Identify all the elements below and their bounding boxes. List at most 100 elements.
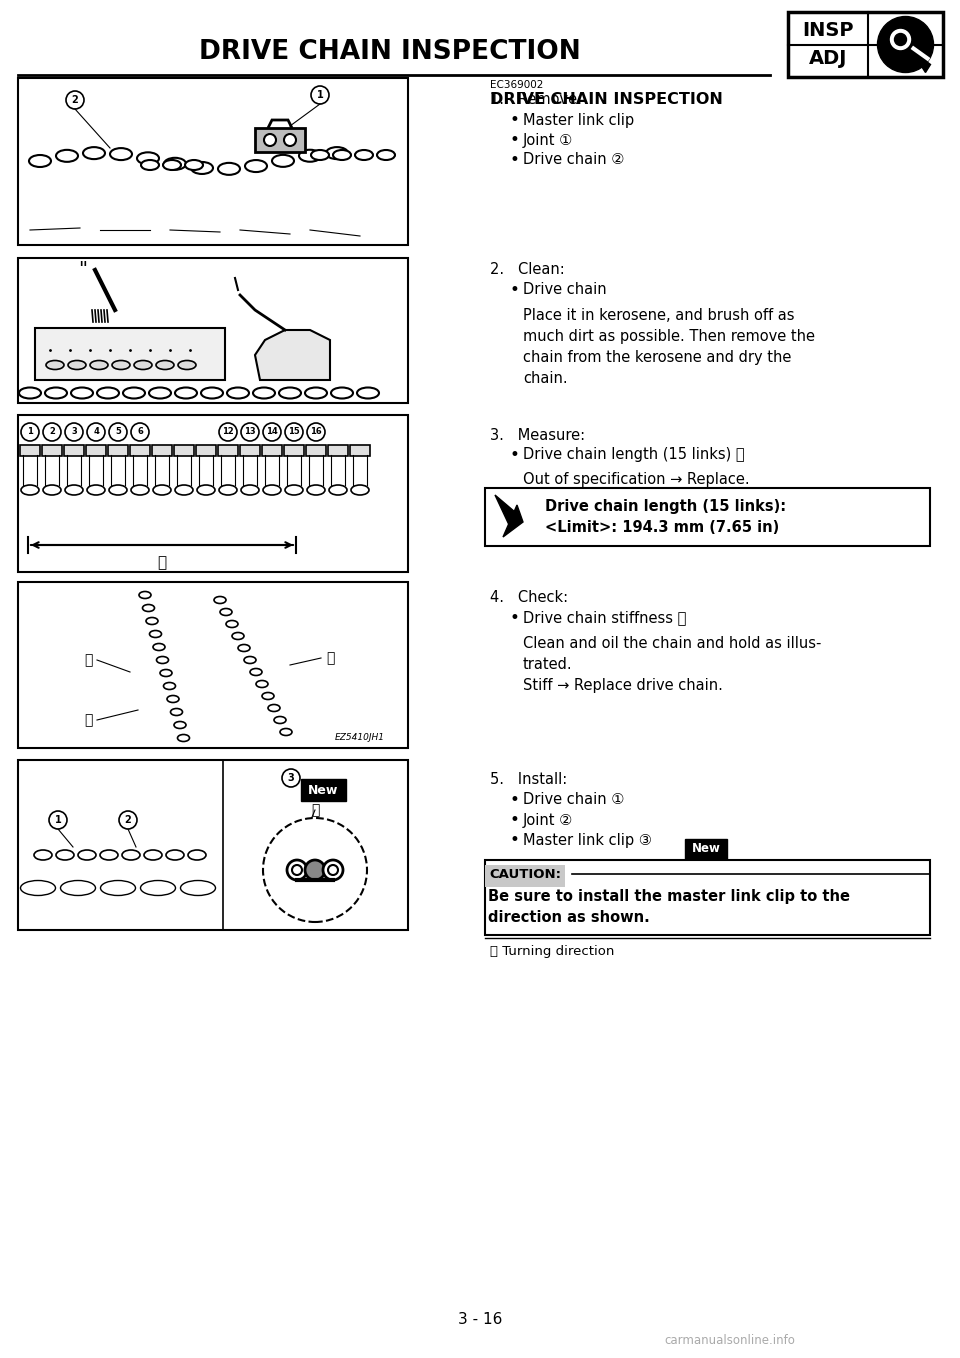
Ellipse shape (256, 680, 268, 687)
Bar (284, 444, 304, 455)
Circle shape (49, 811, 67, 828)
Circle shape (285, 422, 303, 441)
Text: ADJ: ADJ (809, 49, 847, 68)
Circle shape (305, 860, 325, 880)
Ellipse shape (331, 387, 353, 398)
Ellipse shape (163, 160, 181, 170)
Circle shape (131, 422, 149, 441)
Ellipse shape (71, 387, 93, 398)
Text: 2: 2 (72, 95, 79, 105)
Circle shape (292, 865, 302, 875)
Ellipse shape (171, 709, 182, 716)
Text: 3: 3 (71, 428, 77, 436)
Bar (18, 760, 408, 930)
Ellipse shape (83, 147, 105, 159)
Ellipse shape (262, 693, 274, 699)
Ellipse shape (60, 880, 95, 895)
Text: 15: 15 (288, 428, 300, 436)
Ellipse shape (272, 155, 294, 167)
Text: CAUTION:: CAUTION: (489, 868, 561, 880)
Text: 4.   Check:: 4. Check: (490, 591, 568, 606)
Circle shape (263, 422, 281, 441)
Ellipse shape (285, 485, 303, 496)
Polygon shape (495, 496, 515, 527)
Ellipse shape (164, 158, 186, 170)
Ellipse shape (134, 360, 152, 369)
Bar (18, 583, 408, 748)
Ellipse shape (46, 360, 64, 369)
Text: New: New (691, 842, 720, 856)
Text: Master link clip: Master link clip (523, 113, 635, 128)
Ellipse shape (232, 633, 244, 640)
Text: DRIVE CHAIN INSPECTION: DRIVE CHAIN INSPECTION (199, 39, 581, 65)
Text: Drive chain stiffness ⓐ: Drive chain stiffness ⓐ (523, 611, 686, 626)
Ellipse shape (160, 669, 172, 676)
Bar (485, 860, 930, 936)
Text: •: • (510, 130, 520, 149)
Ellipse shape (110, 148, 132, 160)
Text: New: New (308, 784, 338, 797)
Ellipse shape (329, 485, 347, 496)
Circle shape (282, 769, 300, 788)
Ellipse shape (238, 645, 250, 652)
Text: •: • (510, 831, 520, 849)
Text: 14: 14 (266, 428, 277, 436)
Bar (218, 444, 238, 455)
Ellipse shape (156, 360, 174, 369)
Circle shape (43, 422, 61, 441)
Ellipse shape (279, 387, 301, 398)
Ellipse shape (245, 160, 267, 172)
Text: •: • (510, 811, 520, 828)
Ellipse shape (333, 149, 351, 160)
Text: 1: 1 (55, 815, 61, 826)
Text: 3: 3 (288, 773, 295, 784)
Text: Master link clip ③: Master link clip ③ (523, 832, 652, 847)
Bar (35, 329, 225, 380)
Ellipse shape (377, 149, 395, 160)
Circle shape (21, 422, 39, 441)
Bar (130, 444, 150, 455)
Circle shape (287, 860, 307, 880)
Circle shape (66, 91, 84, 109)
Ellipse shape (166, 850, 184, 860)
Ellipse shape (244, 656, 256, 664)
Text: •: • (510, 608, 520, 627)
Text: <Limit>: 194.3 mm (7.65 in): <Limit>: 194.3 mm (7.65 in) (545, 520, 780, 535)
Ellipse shape (357, 387, 379, 398)
Circle shape (119, 811, 137, 828)
Bar (86, 444, 106, 455)
Ellipse shape (191, 162, 213, 174)
Bar (301, 779, 346, 801)
Bar (18, 258, 408, 403)
Bar (174, 444, 194, 455)
Circle shape (109, 422, 127, 441)
Text: •: • (510, 281, 520, 299)
Ellipse shape (87, 485, 105, 496)
Bar (240, 444, 260, 455)
Text: direction as shown.: direction as shown. (488, 910, 650, 925)
Text: 1: 1 (27, 428, 33, 436)
Bar (108, 444, 128, 455)
Text: Out of specification → Replace.: Out of specification → Replace. (523, 473, 750, 488)
Bar (485, 488, 930, 546)
Ellipse shape (175, 387, 197, 398)
Bar (262, 444, 282, 455)
Text: DRIVE CHAIN INSPECTION: DRIVE CHAIN INSPECTION (490, 92, 723, 107)
Circle shape (284, 134, 296, 147)
Ellipse shape (101, 880, 135, 895)
Text: 4: 4 (93, 428, 99, 436)
Text: ⓐ: ⓐ (84, 653, 92, 667)
Ellipse shape (163, 683, 176, 690)
Text: 16: 16 (310, 428, 322, 436)
Bar (196, 444, 216, 455)
Bar (255, 128, 305, 152)
Text: 2.   Clean:: 2. Clean: (490, 262, 564, 277)
Circle shape (219, 422, 237, 441)
Ellipse shape (139, 592, 151, 599)
Circle shape (87, 422, 105, 441)
Text: 1.   Remove:: 1. Remove: (490, 92, 582, 107)
Ellipse shape (326, 147, 348, 159)
Ellipse shape (174, 721, 186, 728)
Ellipse shape (263, 485, 281, 496)
Text: EZ5410JH1: EZ5410JH1 (335, 732, 385, 741)
